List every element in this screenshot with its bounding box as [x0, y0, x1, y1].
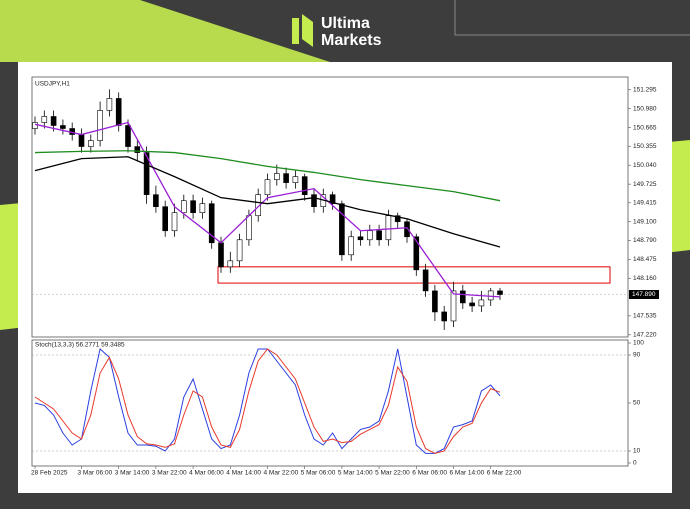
candle-body: [106, 98, 113, 111]
x-tick-label: 3 Mar 06:00: [78, 470, 113, 477]
y-tick-label: 151.295: [633, 86, 657, 93]
x-tick-label: 5 Mar 22:00: [375, 470, 410, 477]
candle-body: [348, 236, 355, 256]
candle-body: [394, 215, 401, 223]
candle-body: [134, 146, 141, 153]
candle-body: [246, 215, 252, 241]
candle-body: [78, 134, 85, 147]
y-tick-label: 90: [633, 352, 641, 359]
candle-body: [143, 152, 150, 195]
candle-body: [41, 116, 48, 123]
candle-body: [469, 302, 475, 307]
candle-body: [478, 299, 485, 307]
y-tick-label: 150.980: [633, 105, 657, 112]
last-price-label: 147.890: [632, 291, 656, 298]
candle-body: [413, 236, 420, 271]
candle-body: [366, 230, 373, 241]
indicator-line: [34, 121, 501, 298]
candle-body: [459, 290, 466, 304]
candle-body: [450, 290, 457, 322]
logo-bar: [302, 14, 313, 47]
x-tick-label: 4 Mar 22:00: [264, 470, 299, 477]
x-tick-label: 6 Mar 06:00: [412, 470, 447, 477]
y-tick-label: 50: [633, 400, 641, 407]
logo-bar: [292, 18, 299, 44]
y-tick-label: 150.665: [633, 124, 657, 131]
decor-line: [454, 0, 690, 36]
candle-body: [32, 122, 38, 129]
candle-body: [385, 215, 392, 241]
candle-body: [208, 203, 215, 244]
candle-body: [301, 176, 308, 195]
candle-body: [115, 98, 122, 126]
x-tick-label: 6 Mar 14:00: [450, 470, 485, 477]
logo: Ultima Markets: [292, 14, 382, 49]
y-tick-label: 149.100: [633, 218, 657, 225]
candle-body: [227, 260, 234, 268]
x-tick-label: 5 Mar 14:00: [338, 470, 373, 477]
x-tick-label: 6 Mar 22:00: [487, 470, 522, 477]
candle-body: [199, 203, 206, 214]
stoch-line: [34, 348, 501, 454]
candle-body: [50, 116, 57, 126]
candle-body: [171, 212, 178, 232]
candle-body: [255, 194, 261, 217]
candle-body: [97, 110, 103, 141]
candle-body: [422, 269, 429, 292]
x-tick-label: 3 Mar 14:00: [115, 470, 150, 477]
chart-area: [18, 62, 672, 493]
candle-body: [357, 236, 364, 241]
candle-body: [441, 311, 448, 322]
candle-body: [181, 200, 187, 214]
candle-body: [497, 290, 503, 295]
candle-body: [60, 125, 66, 129]
x-tick-label: 4 Mar 06:00: [189, 470, 224, 477]
indicator-line: [34, 150, 501, 202]
y-tick-label: 150.040: [633, 162, 657, 169]
y-tick-label: 147.535: [633, 313, 657, 320]
candle-body: [236, 239, 243, 262]
candle-body: [339, 203, 345, 256]
candle-body: [88, 140, 94, 147]
y-tick-label: 149.415: [633, 200, 657, 207]
chart-title: USDJPY,H1: [35, 81, 70, 88]
candle-body: [404, 221, 410, 238]
x-tick-label: 28 Feb 2025: [31, 470, 68, 477]
candle-body: [153, 194, 159, 207]
candle-body: [283, 173, 289, 183]
accent-top: [0, 0, 330, 62]
y-tick-label: 10: [633, 448, 641, 455]
y-tick-label: 100: [633, 340, 644, 347]
main-frame: [31, 76, 629, 338]
y-tick-label: 0: [633, 460, 637, 467]
y-tick-label: 147.220: [633, 332, 657, 339]
last-price-box: [629, 290, 659, 300]
candle-body: [432, 290, 438, 313]
candle-body: [376, 230, 382, 241]
brand-line2: Markets: [321, 32, 382, 49]
stoch-title: Stoch(13,3,3) 56.2771 59.3485: [35, 342, 125, 349]
y-tick-label: 148.790: [633, 237, 657, 244]
candle-body: [273, 173, 280, 180]
candle-body: [311, 194, 317, 207]
candle-body: [162, 206, 168, 232]
y-tick-label: 150.355: [633, 143, 657, 150]
y-tick-label: 148.475: [633, 256, 657, 263]
candle-body: [125, 125, 131, 147]
candle-body: [487, 290, 494, 301]
indicator-line: [34, 156, 501, 248]
candle-body: [264, 179, 271, 195]
x-tick-label: 4 Mar 14:00: [226, 470, 261, 477]
brand-line1: Ultima: [321, 15, 370, 32]
candle-body: [190, 200, 196, 214]
x-tick-label: 3 Mar 22:00: [152, 470, 187, 477]
x-tick-label: 5 Mar 06:00: [301, 470, 336, 477]
candle-body: [329, 194, 336, 204]
candle-body: [218, 242, 224, 268]
y-tick-label: 148.160: [633, 275, 657, 282]
y-tick-label: 149.725: [633, 181, 657, 188]
candle-body: [292, 176, 299, 183]
